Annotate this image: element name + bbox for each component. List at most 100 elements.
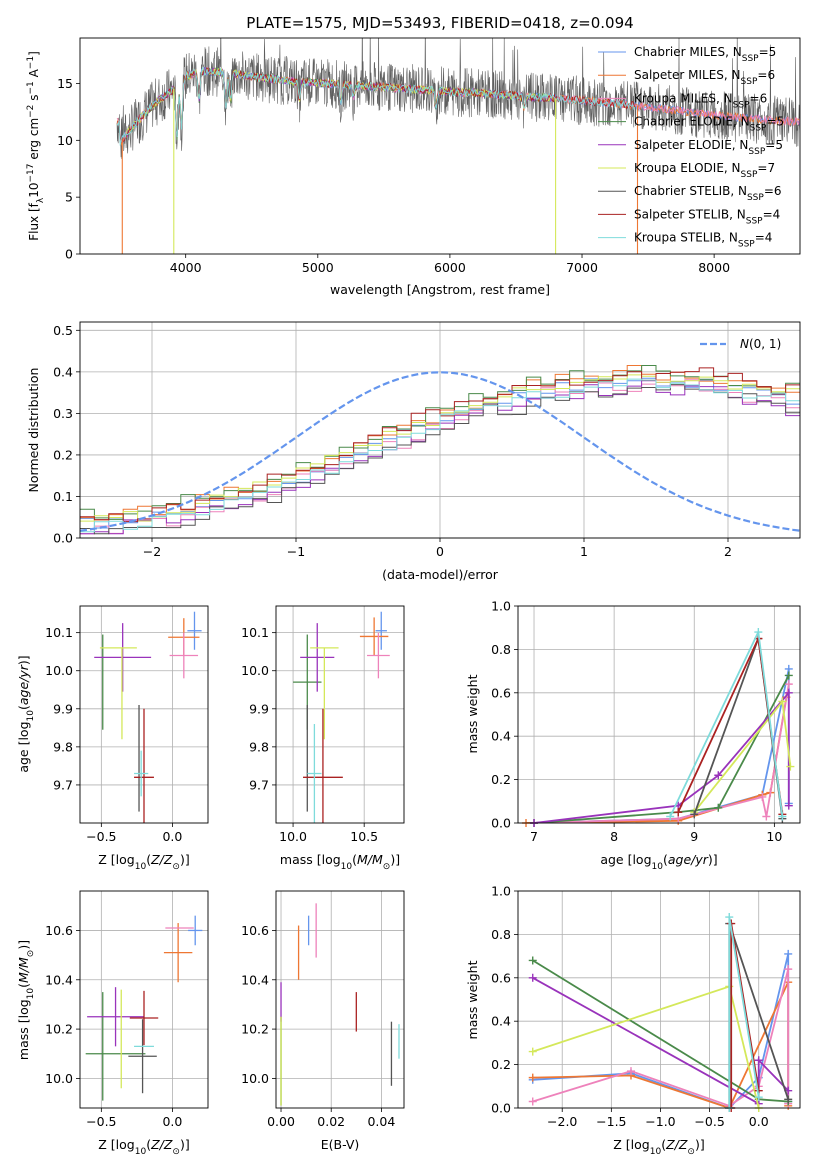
- plus-marker: [714, 771, 723, 780]
- plus-marker: [758, 792, 767, 801]
- legend-entry: Salpeter MILES, NSSP=6: [634, 68, 775, 87]
- axes-frame: [79, 605, 209, 824]
- y-tick-label: 0.4: [53, 364, 73, 379]
- x-tick-label: 0.0: [749, 1114, 769, 1129]
- y-tick-label: 10.0: [45, 663, 73, 678]
- legend-entry: Chabrier MILES, NSSP=5: [634, 45, 776, 64]
- x-axis-label: wavelength [Angstrom, rest frame]: [330, 282, 550, 297]
- y-tick-label: 0.2: [53, 447, 73, 462]
- plus-marker: [528, 973, 537, 982]
- x-tick-label: 2: [724, 544, 732, 559]
- legend-entry: Salpeter STELIB, NSSP=4: [634, 207, 780, 226]
- axes-frame: [517, 605, 801, 824]
- y-tick-label: 0.1: [53, 489, 73, 504]
- mass-weight-line-salpeter-miles: [525, 696, 788, 823]
- y-axis-label: mass weight: [465, 674, 480, 753]
- x-tick-label: 0.0: [162, 1114, 182, 1129]
- legend-entry: Kroupa STELIB, NSSP=4: [634, 231, 772, 250]
- y-tick-label: 0.8: [491, 927, 511, 942]
- y-tick-label: 0: [65, 247, 73, 262]
- y-tick-label: 5: [65, 190, 73, 205]
- legend-entry: N(0, 1): [740, 337, 781, 351]
- mass-weight-line-kroupa-elodie: [532, 985, 760, 1108]
- plus-marker: [778, 697, 787, 706]
- x-axis-label: Z [log10(Z/Z⊙)]: [98, 852, 189, 872]
- axes-massweight_vs_Z: −2.0 −1.5 −1.0 −0.5 0.0 0.0 0.2 0.4 0.6 0.8 1.0 Z […: [465, 884, 801, 1157]
- plus-marker: [778, 812, 787, 821]
- y-axis-label: mass [log10(M/M⊙)]: [16, 940, 36, 1060]
- x-axis-label: Z [log10(Z/Z⊙)]: [613, 1137, 704, 1157]
- x-tick-label: −1.0: [645, 1114, 675, 1129]
- x-tick-label: 10.0: [279, 829, 307, 844]
- y-tick-label: 10.0: [45, 1071, 73, 1086]
- x-tick-label: 4000: [170, 260, 202, 275]
- x-tick-label: −1.5: [596, 1114, 626, 1129]
- figure-title: PLATE=1575, MJD=53493, FIBERID=0418, z=0…: [246, 14, 633, 32]
- y-tick-label: 0.4: [491, 1014, 511, 1029]
- legend-entry: Kroupa MILES, NSSP=6: [634, 91, 767, 110]
- mass-weight-line-salpeter-stelib: [677, 635, 784, 815]
- y-tick-label: 9.9: [249, 701, 269, 716]
- axes-age_vs_Z: −0.5 0.0 9.7 9.8 9.9 10.0 10.1 Z [log10(Z/Z⊙)] a…: [16, 605, 209, 872]
- plus-marker: [754, 1093, 763, 1102]
- x-axis-label: E(B-V): [321, 1137, 360, 1152]
- plus-marker: [528, 1097, 537, 1106]
- mass-weight-line-chabrier-stelib: [693, 638, 784, 819]
- x-tick-label: −0.5: [86, 829, 116, 844]
- plus-marker: [690, 810, 699, 819]
- x-axis-label: (data-model)/error: [382, 567, 499, 582]
- legend-entry: Salpeter ELODIE, NSSP=5: [634, 138, 783, 157]
- x-tick-label: −2.0: [547, 1114, 577, 1129]
- y-tick-label: 10.1: [241, 625, 269, 640]
- y-tick-label: 0.4: [491, 729, 511, 744]
- plus-marker: [784, 949, 793, 958]
- plus-marker: [714, 803, 723, 812]
- mass-weight-line-salpeter-elodie: [532, 977, 789, 1106]
- axes-frame: [79, 321, 801, 539]
- x-tick-label: 1: [580, 544, 588, 559]
- histogram-salpeter-stelib: [80, 367, 800, 523]
- y-tick-label: 0.0: [491, 1101, 511, 1116]
- x-tick-label: 6000: [434, 260, 466, 275]
- y-tick-label: 0.2: [491, 772, 511, 787]
- y-tick-label: 0.0: [491, 816, 511, 831]
- y-tick-label: 9.8: [53, 739, 73, 754]
- axes-frame: [275, 890, 405, 1109]
- plus-marker: [754, 628, 763, 637]
- plus-marker: [784, 965, 793, 974]
- y-axis-label: Flux [fλ10−17 erg cm−2 s−1 A−1]: [26, 51, 46, 241]
- axes-frame: [275, 605, 405, 824]
- x-tick-label: 0.00: [267, 1114, 295, 1129]
- x-tick-label: 9: [690, 829, 698, 844]
- y-tick-label: 10.1: [45, 625, 73, 640]
- plus-marker: [528, 1073, 537, 1082]
- x-tick-label: −2: [143, 544, 161, 559]
- axes-age_vs_mass: 10.0 10.5 9.7 9.8 9.9 10.0 10.1 mass [log10(M/M…: [241, 605, 405, 872]
- x-tick-label: 5000: [302, 260, 334, 275]
- plus-marker: [528, 956, 537, 965]
- y-tick-label: 0.0: [53, 531, 73, 546]
- plus-marker: [666, 812, 675, 821]
- y-tick-label: 10: [57, 133, 73, 148]
- x-tick-label: 8000: [698, 260, 730, 275]
- x-axis-label: mass [log10(M/M⊙)]: [280, 852, 400, 872]
- y-tick-label: 0.2: [491, 1057, 511, 1072]
- mass-weight-line-chabrier-elodie: [533, 674, 790, 823]
- y-axis-label: Normed distribution: [26, 368, 41, 493]
- x-tick-label: 7000: [566, 260, 598, 275]
- y-tick-label: 0.8: [491, 642, 511, 657]
- x-axis-label: age [log10(age/yr)]: [600, 852, 717, 872]
- x-tick-label: 0: [436, 544, 444, 559]
- mass-weight-line-kroupa-miles: [533, 683, 790, 823]
- axes-massweight_vs_age: 7 8 9 10 0.0 0.2 0.4 0.6 0.8 1.0 age [log10(age/yr…: [465, 599, 801, 872]
- y-tick-label: 10.2: [45, 1022, 73, 1037]
- normal-distribution-curve: [80, 371, 800, 532]
- y-tick-label: 10.4: [45, 972, 73, 987]
- x-tick-label: −0.5: [694, 1114, 724, 1129]
- axes-residual_hist: −2 −1 0 1 2 0.0 0.1 0.2 0.3 0.4 0.5 (data-model)/er…: [26, 321, 801, 582]
- axes-mass_vs_ebv: 0.00 0.02 0.04 10.0 10.2 10.4 10.6 E(B-V): [241, 890, 405, 1152]
- y-tick-label: 10.2: [241, 1022, 269, 1037]
- y-axis-label: age [log10(age/yr)]: [16, 655, 36, 772]
- x-tick-label: 10.5: [350, 829, 378, 844]
